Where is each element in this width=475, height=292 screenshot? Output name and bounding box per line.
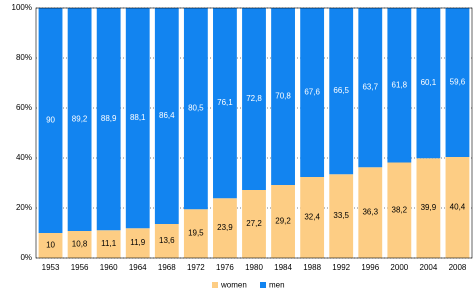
x-tick-label: 1992 bbox=[332, 263, 350, 272]
y-tick-label: 0% bbox=[20, 253, 32, 262]
data-label: 80,5 bbox=[188, 104, 204, 113]
data-label: 11,1 bbox=[101, 239, 117, 248]
data-label: 88,1 bbox=[130, 113, 146, 122]
bar-segment bbox=[387, 162, 412, 258]
x-tick-label: 1996 bbox=[361, 263, 379, 272]
bar-segment bbox=[67, 231, 92, 258]
bar-segment bbox=[416, 158, 441, 258]
x-tick-label: 1953 bbox=[42, 263, 60, 272]
x-tick-label: 2000 bbox=[390, 263, 408, 272]
data-label: 72,8 bbox=[246, 94, 262, 103]
bar-segment bbox=[213, 8, 237, 199]
bar-segment bbox=[416, 8, 441, 159]
data-label: 89,2 bbox=[72, 115, 88, 124]
data-label: 19,5 bbox=[188, 229, 204, 238]
x-tick-label: 1964 bbox=[129, 263, 147, 272]
data-label: 66,5 bbox=[333, 86, 349, 95]
data-label: 33,5 bbox=[333, 211, 349, 220]
bar-segment bbox=[38, 233, 63, 258]
bar-segment bbox=[125, 228, 150, 258]
x-tick-label: 1980 bbox=[245, 263, 263, 272]
y-tick-label: 40% bbox=[16, 153, 32, 162]
data-label: 10 bbox=[46, 241, 55, 250]
bar-segment bbox=[358, 8, 383, 168]
bar-segment bbox=[329, 174, 354, 258]
bar-segment bbox=[445, 157, 470, 258]
data-label: 32,4 bbox=[304, 213, 320, 222]
data-label: 90 bbox=[46, 116, 55, 125]
legend-swatch bbox=[260, 282, 266, 288]
bar-segment bbox=[183, 8, 208, 210]
plot-frame bbox=[35, 7, 473, 259]
data-label: 36,3 bbox=[362, 208, 378, 217]
bar-segment bbox=[271, 8, 295, 185]
y-tick-label: 80% bbox=[16, 53, 32, 62]
data-label: 40,4 bbox=[450, 203, 466, 212]
bar-segment bbox=[154, 8, 179, 224]
x-tick-label: 1972 bbox=[187, 263, 205, 272]
data-label: 38,2 bbox=[392, 205, 408, 214]
x-tick-label: 2004 bbox=[420, 263, 438, 272]
x-tick-label: 2008 bbox=[449, 263, 467, 272]
legend-swatch bbox=[212, 282, 218, 288]
data-label: 29,2 bbox=[275, 217, 291, 226]
data-label: 61,8 bbox=[392, 80, 408, 89]
data-label: 60,1 bbox=[421, 78, 437, 87]
bar-segment bbox=[67, 8, 92, 231]
x-tick-label: 1984 bbox=[274, 263, 292, 272]
bar-segment bbox=[300, 177, 325, 258]
bar-segment bbox=[242, 190, 266, 258]
data-label: 59,6 bbox=[450, 78, 466, 87]
bar-segment bbox=[271, 185, 295, 258]
data-label: 63,7 bbox=[362, 83, 378, 92]
bar-segment bbox=[445, 8, 470, 157]
data-label: 88,9 bbox=[101, 114, 117, 123]
data-label: 23,9 bbox=[217, 223, 233, 232]
x-tick-label: 1968 bbox=[158, 263, 176, 272]
y-tick-label: 100% bbox=[12, 3, 32, 12]
bar-segment bbox=[183, 209, 208, 258]
bar-segment bbox=[300, 8, 325, 177]
data-label: 76,1 bbox=[217, 98, 233, 107]
bar-segment bbox=[387, 8, 412, 163]
data-label: 27,2 bbox=[246, 219, 262, 228]
bar-segment bbox=[96, 8, 121, 231]
bar-segment bbox=[96, 230, 121, 258]
data-label: 39,9 bbox=[421, 203, 437, 212]
bar-segment bbox=[329, 8, 354, 175]
data-label: 13,6 bbox=[159, 236, 175, 245]
data-label: 70,8 bbox=[275, 92, 291, 101]
x-tick-label: 1956 bbox=[71, 263, 89, 272]
y-tick-label: 60% bbox=[16, 103, 32, 112]
legend-label: women bbox=[220, 281, 247, 290]
data-label: 10,8 bbox=[72, 240, 88, 249]
bar-segment bbox=[38, 8, 63, 233]
data-label: 67,6 bbox=[304, 88, 320, 97]
bar-segment bbox=[242, 8, 266, 190]
data-label: 11,9 bbox=[130, 238, 146, 247]
y-tick-label: 20% bbox=[16, 203, 32, 212]
x-tick-label: 1960 bbox=[100, 263, 118, 272]
bar-segment bbox=[358, 167, 383, 258]
legend-label: men bbox=[269, 281, 285, 290]
data-label: 86,4 bbox=[159, 111, 175, 120]
x-tick-label: 1976 bbox=[216, 263, 234, 272]
bar-segment bbox=[125, 8, 150, 229]
x-tick-label: 1988 bbox=[303, 263, 321, 272]
bar-segment bbox=[213, 198, 237, 258]
bar-segment bbox=[154, 224, 179, 258]
